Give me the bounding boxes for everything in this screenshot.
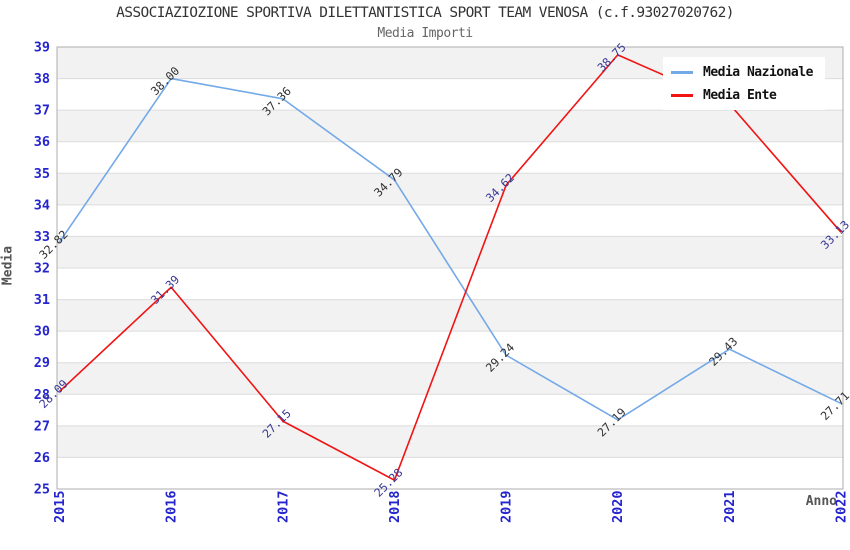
series-line-nazionale xyxy=(58,77,842,421)
legend: Media Nazionale Media Ente xyxy=(663,57,825,110)
x-tick-label: 2015 xyxy=(52,490,68,523)
y-tick-label: 37 xyxy=(34,103,50,119)
y-tick-label: 31 xyxy=(34,292,50,308)
legend-label-nazionale: Media Nazionale xyxy=(703,65,813,80)
legend-swatch-nazionale-icon xyxy=(671,71,693,74)
background-band xyxy=(57,394,843,426)
legend-item-media-nazionale: Media Nazionale xyxy=(671,65,813,80)
chart-title: ASSOCIAZIOZIONE SPORTIVA DILETTANTISTICA… xyxy=(116,5,734,21)
plot-border xyxy=(56,46,844,490)
background-band xyxy=(57,141,843,174)
x-tick-label: 2022 xyxy=(834,490,850,523)
y-tick-label: 28 xyxy=(34,387,50,403)
background-band xyxy=(57,268,843,300)
y-tick-label: 38 xyxy=(34,71,50,87)
legend-swatch-ente-icon xyxy=(671,94,693,97)
x-tick-label: 2021 xyxy=(722,490,738,523)
chart-subtitle: Media Importi xyxy=(377,26,473,41)
x-tick-label: 2017 xyxy=(275,490,291,523)
y-tick-label: 33 xyxy=(34,229,50,245)
y-tick-label: 36 xyxy=(34,134,50,150)
x-tick-label: 2016 xyxy=(164,490,180,523)
background-band xyxy=(57,110,843,142)
x-tick-label: 2018 xyxy=(387,490,403,523)
background-band xyxy=(57,173,843,205)
legend-label-ente: Media Ente xyxy=(703,88,777,103)
background-band xyxy=(57,457,843,489)
y-tick-label: 32 xyxy=(34,261,50,277)
legend-item-media-ente: Media Ente xyxy=(671,88,813,103)
y-tick-label: 39 xyxy=(34,40,50,56)
y-tick-label: 30 xyxy=(34,324,50,340)
y-tick-label: 27 xyxy=(34,418,50,434)
y-tick-label: 29 xyxy=(34,355,50,371)
background-band xyxy=(57,299,843,332)
y-tick-label: 35 xyxy=(34,166,50,182)
background-band xyxy=(57,236,843,268)
y-tick-label: 26 xyxy=(34,450,50,466)
x-tick-label: 2019 xyxy=(499,490,515,523)
background-band xyxy=(57,331,843,363)
y-tick-label: 25 xyxy=(34,482,50,498)
background-band xyxy=(57,425,843,458)
background-band xyxy=(57,362,843,395)
y-tick-label: 34 xyxy=(34,197,50,213)
x-tick-label: 2020 xyxy=(610,490,626,523)
background-band xyxy=(57,204,843,237)
